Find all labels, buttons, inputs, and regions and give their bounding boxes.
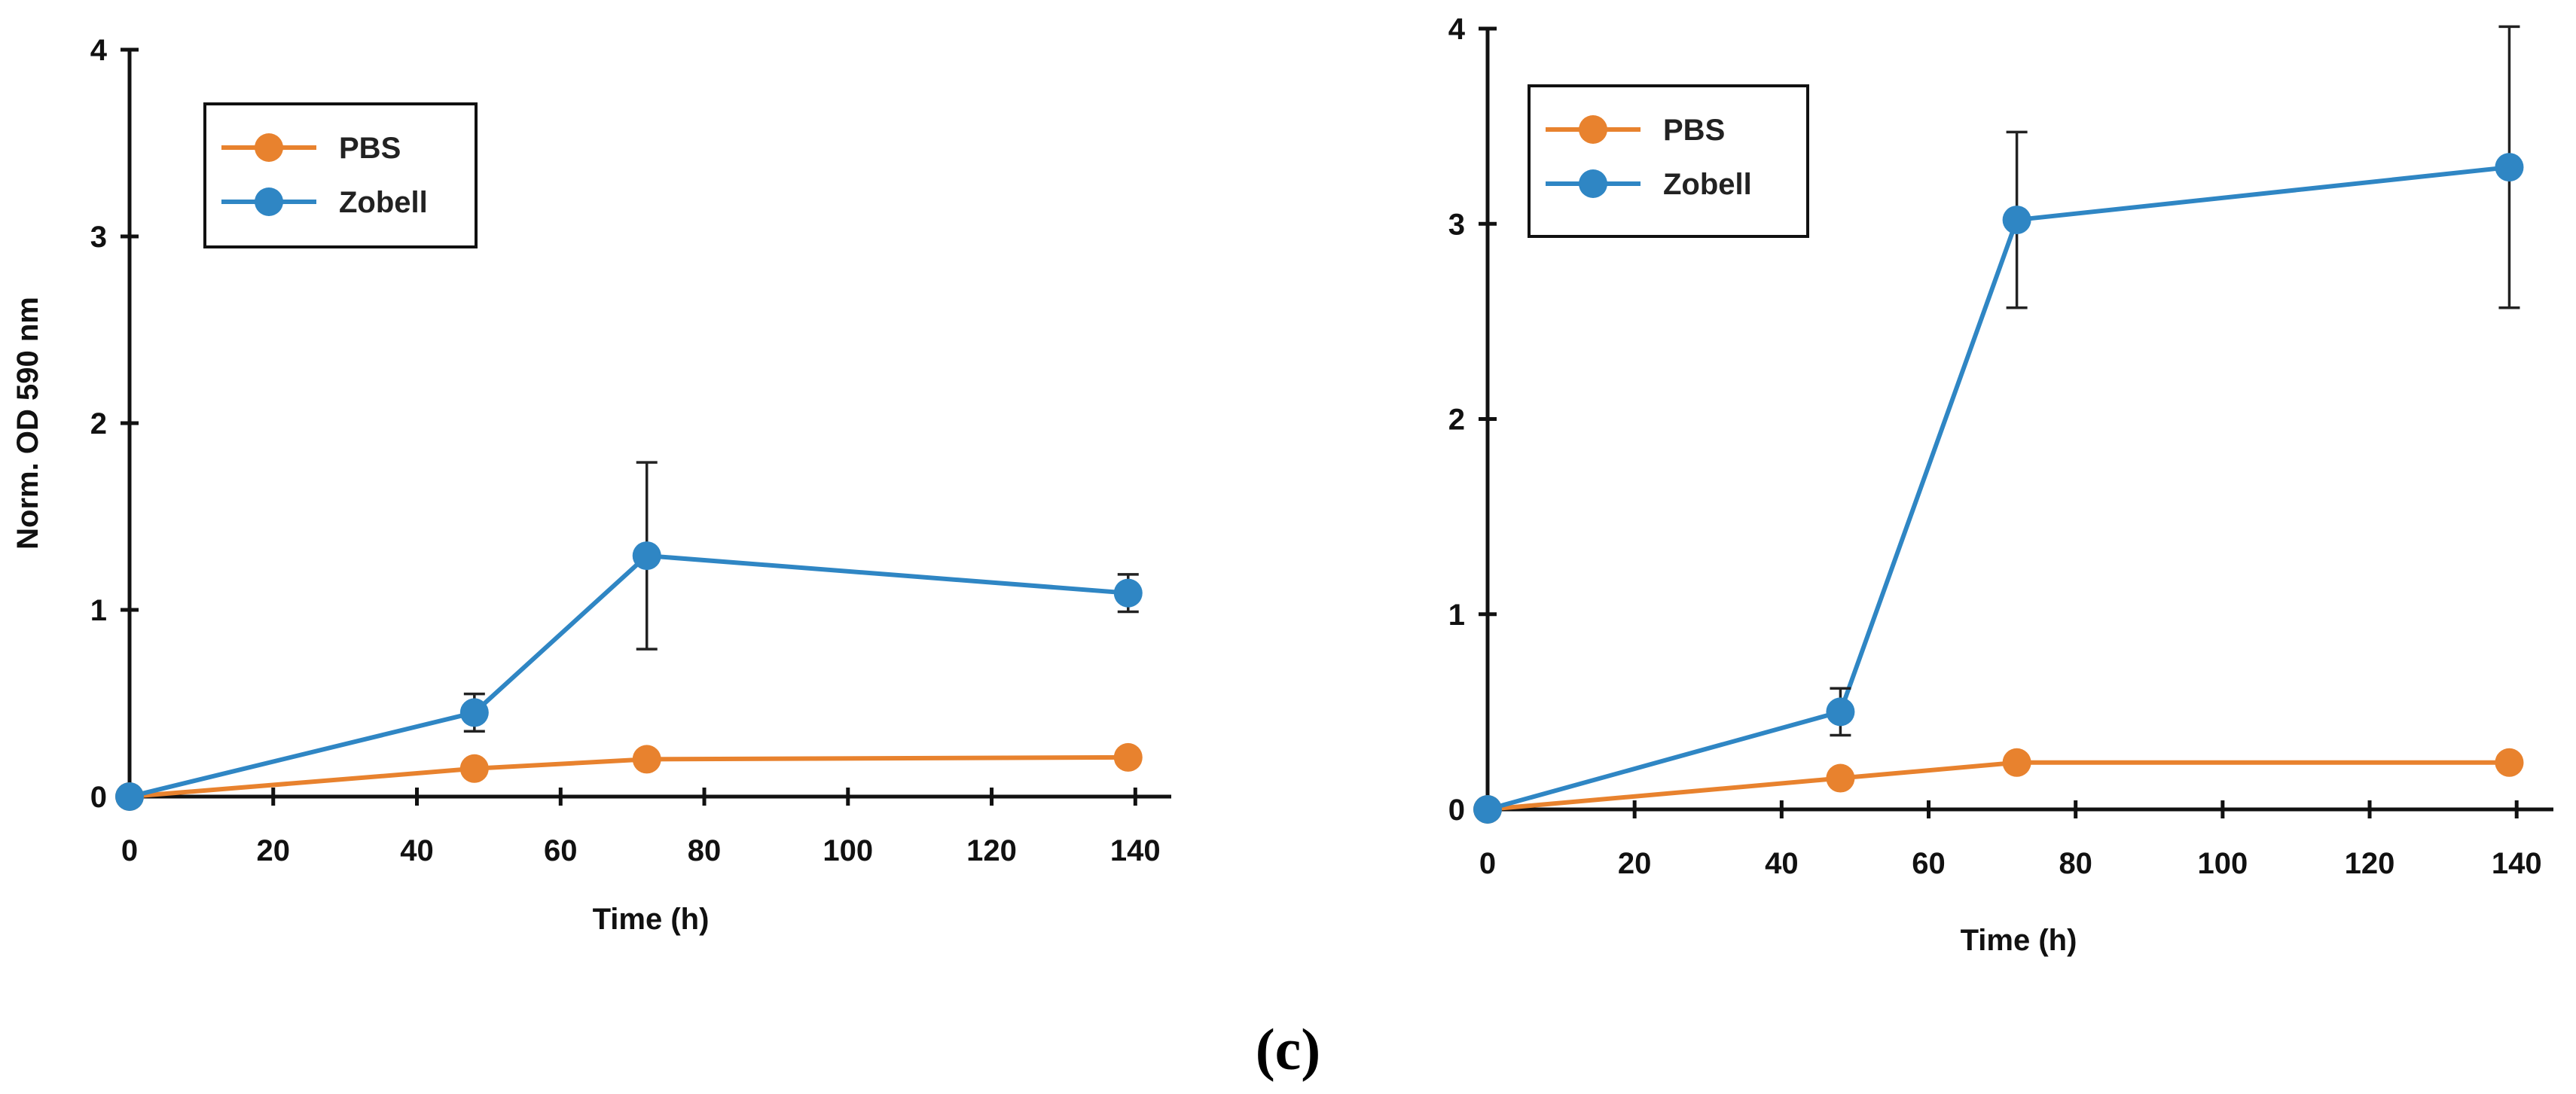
legend-label-zobell: Zobell	[339, 186, 428, 219]
data-point-zobell	[115, 782, 144, 811]
legend-marker-zobell	[255, 187, 283, 216]
y-tick-label: 3	[1448, 208, 1465, 241]
x-tick-label: 0	[1479, 847, 1496, 880]
x-tick-label: 100	[823, 834, 873, 867]
data-point-pbs	[1826, 763, 1855, 793]
figure-caption: (c)	[1255, 1016, 1321, 1082]
data-point-zobell	[632, 541, 661, 571]
y-tick-label: 4	[90, 34, 108, 67]
data-point-pbs	[2495, 748, 2524, 777]
series-line-zobell	[1487, 165, 2510, 812]
data-point-zobell	[1113, 578, 1143, 608]
data-point-zobell	[2002, 206, 2031, 235]
data-point-pbs	[2002, 748, 2031, 777]
legend-box	[203, 102, 478, 248]
x-tick-label: 40	[1765, 847, 1799, 880]
legend-label-pbs: PBS	[1663, 114, 1725, 147]
y-tick-label: 0	[90, 781, 107, 814]
legend-marker-pbs	[255, 133, 283, 162]
x-tick-label: 60	[1912, 847, 1946, 880]
legend-label-zobell: Zobell	[1663, 168, 1752, 201]
x-axis-label: Time (h)	[1961, 924, 2077, 957]
y-tick-label: 4	[1448, 13, 1466, 46]
legend-label-pbs: PBS	[339, 132, 401, 165]
data-point-pbs	[1113, 742, 1143, 772]
x-tick-label: 80	[688, 834, 722, 867]
legend-box	[1528, 84, 1809, 238]
x-axis-label: Time (h)	[593, 903, 710, 936]
x-tick-label: 20	[257, 834, 291, 867]
y-tick-label: 2	[90, 407, 107, 440]
x-tick-label: 120	[2345, 847, 2395, 880]
x-tick-label: 60	[544, 834, 578, 867]
x-tick-label: 80	[2059, 847, 2092, 880]
y-tick-label: 0	[1448, 794, 1465, 827]
series-line-pbs	[1487, 760, 2510, 812]
x-tick-label: 140	[2492, 847, 2542, 880]
x-tick-label: 0	[121, 834, 138, 867]
legend-marker-pbs	[1579, 115, 1607, 144]
y-tick-label: 3	[90, 221, 107, 254]
series-line-pbs	[129, 754, 1128, 799]
data-point-zobell	[2495, 153, 2524, 182]
x-tick-label: 100	[2197, 847, 2248, 880]
data-point-pbs	[459, 754, 489, 783]
y-axis-label: Norm. OD 590 nm	[11, 297, 44, 550]
y-tick-label: 1	[1448, 599, 1465, 632]
data-point-zobell	[1473, 795, 1502, 824]
x-tick-label: 140	[1110, 834, 1161, 867]
data-point-zobell	[1826, 697, 1855, 727]
legend-marker-zobell	[1579, 169, 1607, 198]
data-point-pbs	[632, 745, 661, 774]
y-tick-label: 1	[90, 594, 107, 627]
y-tick-label: 2	[1448, 404, 1465, 437]
x-tick-label: 120	[966, 834, 1017, 867]
series-line-zobell	[129, 553, 1129, 799]
x-tick-label: 20	[1618, 847, 1652, 880]
data-point-zobell	[459, 698, 489, 727]
x-tick-label: 40	[400, 834, 434, 867]
